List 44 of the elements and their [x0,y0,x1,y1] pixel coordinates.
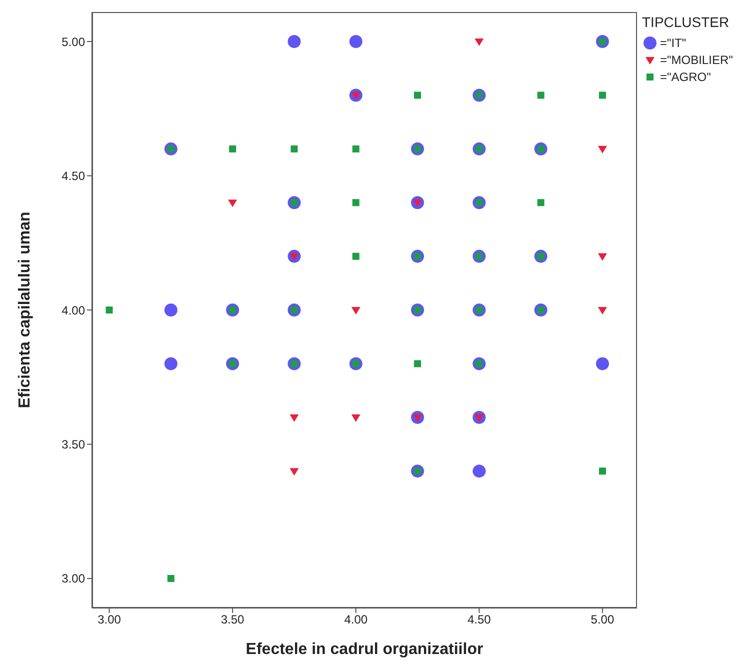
point [598,307,607,314]
point [106,306,113,314]
point [352,199,360,206]
point [352,145,360,152]
x-tick-label: 4.50 [467,612,492,627]
point [351,414,360,422]
x-tick-label: 5.00 [590,612,614,627]
x-tick-label: 4.00 [344,612,368,627]
point [349,35,362,48]
point [351,307,360,314]
y-axis-title: Eficienta capilalului uman [16,212,34,408]
point [414,360,422,368]
point [290,414,299,422]
point [598,253,607,261]
point [229,145,236,152]
y-tick-label: 4.50 [62,169,86,184]
point [474,38,484,46]
y-tick-label: 5.00 [62,34,86,49]
y-tick-label: 3.00 [62,572,86,586]
point [598,468,606,475]
x-tick-label: 3.50 [220,612,245,627]
legend-label: ="AGRO" [660,70,711,84]
point [290,468,299,476]
x-tick-label: 3.00 [98,612,122,627]
point [352,252,360,260]
legend-label: ="MOBILIER" [660,52,733,66]
point [537,92,544,99]
y-tick-label: 3.50 [62,437,86,452]
point [598,146,607,154]
point [414,92,422,99]
point [288,35,301,48]
point [537,199,544,206]
point [290,145,298,152]
y-tick-label: 4.00 [62,303,86,318]
legend-title: TIPCLUSTER [642,14,730,30]
point [164,304,178,316]
point [164,357,178,370]
legend-label: ="IT" [660,36,686,50]
point [598,92,606,99]
point [596,357,609,370]
point [167,574,174,582]
point [472,464,486,478]
point [228,200,238,208]
x-axis-title: Efectele in cadrul organizatiilor [246,641,484,658]
